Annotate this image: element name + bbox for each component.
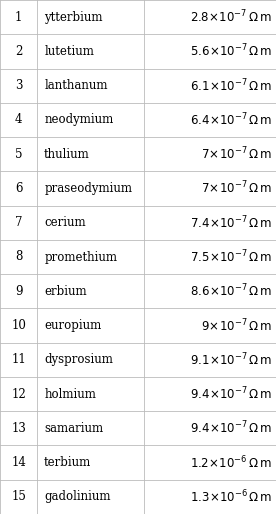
Text: 1: 1	[15, 11, 22, 24]
Text: terbium: terbium	[44, 456, 91, 469]
Text: $7.4\!\times\!10^{-7}\,\Omega\,\mathrm{m}$: $7.4\!\times\!10^{-7}\,\Omega\,\mathrm{m…	[190, 214, 272, 231]
Text: $7.5\!\times\!10^{-7}\,\Omega\,\mathrm{m}$: $7.5\!\times\!10^{-7}\,\Omega\,\mathrm{m…	[190, 249, 272, 265]
Text: dysprosium: dysprosium	[44, 353, 113, 366]
Text: lutetium: lutetium	[44, 45, 94, 58]
Text: europium: europium	[44, 319, 101, 332]
Text: ytterbium: ytterbium	[44, 11, 103, 24]
Text: 14: 14	[11, 456, 26, 469]
Text: $1.2\!\times\!10^{-6}\,\Omega\,\mathrm{m}$: $1.2\!\times\!10^{-6}\,\Omega\,\mathrm{m…	[190, 454, 272, 471]
Text: 11: 11	[11, 353, 26, 366]
Text: praseodymium: praseodymium	[44, 182, 132, 195]
Text: 4: 4	[15, 114, 22, 126]
Text: 13: 13	[11, 422, 26, 435]
Text: thulium: thulium	[44, 148, 90, 161]
Text: 7: 7	[15, 216, 22, 229]
Text: neodymium: neodymium	[44, 114, 113, 126]
Text: 3: 3	[15, 79, 22, 92]
Text: lanthanum: lanthanum	[44, 79, 108, 92]
Text: $6.1\!\times\!10^{-7}\,\Omega\,\mathrm{m}$: $6.1\!\times\!10^{-7}\,\Omega\,\mathrm{m…	[190, 78, 272, 94]
Text: cerium: cerium	[44, 216, 86, 229]
Text: holmium: holmium	[44, 388, 96, 400]
Text: 8: 8	[15, 250, 22, 264]
Text: $9.4\!\times\!10^{-7}\,\Omega\,\mathrm{m}$: $9.4\!\times\!10^{-7}\,\Omega\,\mathrm{m…	[190, 386, 272, 402]
Text: 5: 5	[15, 148, 22, 161]
Text: $9\!\times\!10^{-7}\,\Omega\,\mathrm{m}$: $9\!\times\!10^{-7}\,\Omega\,\mathrm{m}$	[201, 317, 272, 334]
Text: $6.4\!\times\!10^{-7}\,\Omega\,\mathrm{m}$: $6.4\!\times\!10^{-7}\,\Omega\,\mathrm{m…	[190, 112, 272, 128]
Text: erbium: erbium	[44, 285, 87, 298]
Text: $1.3\!\times\!10^{-6}\,\Omega\,\mathrm{m}$: $1.3\!\times\!10^{-6}\,\Omega\,\mathrm{m…	[190, 489, 272, 505]
Text: $2.8\!\times\!10^{-7}\,\Omega\,\mathrm{m}$: $2.8\!\times\!10^{-7}\,\Omega\,\mathrm{m…	[190, 9, 272, 25]
Text: promethium: promethium	[44, 250, 117, 264]
Text: $9.1\!\times\!10^{-7}\,\Omega\,\mathrm{m}$: $9.1\!\times\!10^{-7}\,\Omega\,\mathrm{m…	[190, 352, 272, 368]
Text: samarium: samarium	[44, 422, 103, 435]
Text: $7\!\times\!10^{-7}\,\Omega\,\mathrm{m}$: $7\!\times\!10^{-7}\,\Omega\,\mathrm{m}$	[201, 146, 272, 162]
Text: 15: 15	[11, 490, 26, 503]
Text: $9.4\!\times\!10^{-7}\,\Omega\,\mathrm{m}$: $9.4\!\times\!10^{-7}\,\Omega\,\mathrm{m…	[190, 420, 272, 436]
Text: 10: 10	[11, 319, 26, 332]
Text: 2: 2	[15, 45, 22, 58]
Text: gadolinium: gadolinium	[44, 490, 111, 503]
Text: $7\!\times\!10^{-7}\,\Omega\,\mathrm{m}$: $7\!\times\!10^{-7}\,\Omega\,\mathrm{m}$	[201, 180, 272, 197]
Text: 12: 12	[11, 388, 26, 400]
Text: $5.6\!\times\!10^{-7}\,\Omega\,\mathrm{m}$: $5.6\!\times\!10^{-7}\,\Omega\,\mathrm{m…	[190, 43, 272, 60]
Text: $8.6\!\times\!10^{-7}\,\Omega\,\mathrm{m}$: $8.6\!\times\!10^{-7}\,\Omega\,\mathrm{m…	[190, 283, 272, 300]
Text: 6: 6	[15, 182, 22, 195]
Text: 9: 9	[15, 285, 22, 298]
